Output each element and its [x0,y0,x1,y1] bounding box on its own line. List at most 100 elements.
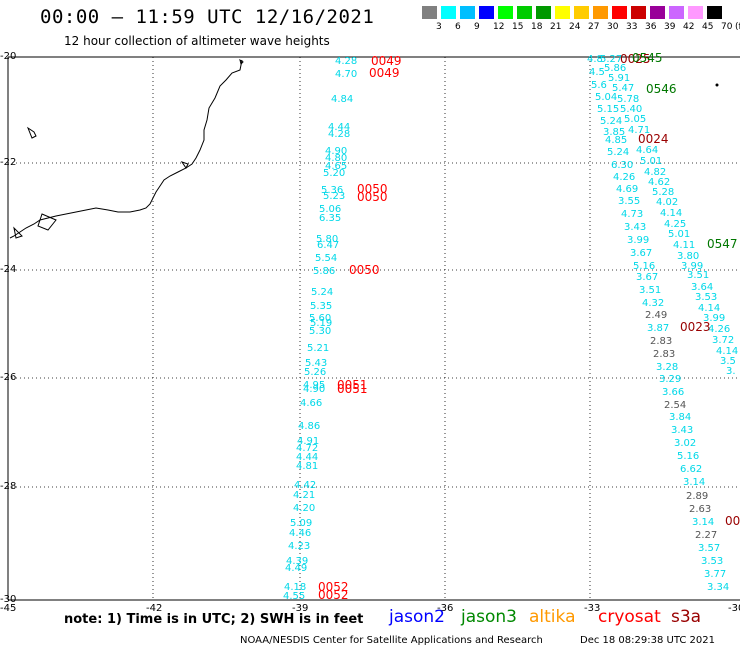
swh-value: 3.57 [698,543,720,554]
swh-value: 5.43 [305,358,327,369]
legend-label: 24 [569,22,581,32]
time-label: 0052 [318,588,349,602]
swh-value: 2.83 [653,349,675,360]
legend-swatch [669,6,684,19]
swh-value: 4.73 [621,209,643,220]
swh-value: 5.54 [315,253,337,264]
swh-value: 4.90 [303,384,325,395]
swh-value: 5.01 [640,156,662,167]
swh-value: 5.23 [323,191,345,202]
swh-value: 4.91 [297,436,319,447]
swh-value: 4.46 [289,528,311,539]
lat-label: -28 [0,481,17,492]
swh-value: 5.35 [310,301,332,312]
time-label: 0049 [369,66,400,80]
swh-value: 4.49 [285,563,307,574]
time-label: 0546 [646,82,677,96]
swh-value: 5.47 [612,83,634,94]
lon-label: -33 [584,603,601,614]
swh-value: 4.14 [716,346,738,357]
legend-label: (ft) [735,22,740,32]
mission-label: altika [529,607,576,627]
legend-label: 18 [531,22,543,32]
time-label: 0051 [337,378,368,392]
mission-label: jason2 [389,607,445,627]
swh-value: 5.24 [311,287,333,298]
swh-value: 3.77 [704,569,726,580]
swh-value: 5.27 [600,54,622,65]
swh-value: 5.28 [652,187,674,198]
swh-value: 4.39 [286,556,308,567]
time-label: 0050 [357,190,388,204]
swh-value: 5.04 [595,92,617,103]
swh-value: 4.90 [325,146,347,157]
time-label: 0025 [620,52,651,66]
swh-value: 5.24 [607,147,629,158]
legend-label: 70 [721,22,733,32]
page-title: 00:00 – 11:59 UTC 12/16/2021 [40,6,375,28]
swh-value: 3.53 [695,292,717,303]
swh-value: 5.01 [668,229,690,240]
swh-value: 5.06 [319,204,341,215]
swh-value: 4.55 [283,591,305,602]
swh-value: 4.72 [296,443,318,454]
swh-value: 4.23 [288,541,310,552]
swh-value: 3.67 [636,272,658,283]
swh-value: 4.11 [673,240,695,251]
swh-value: 4.81 [296,461,318,472]
swh-value: 4.86 [298,421,320,432]
island-dot [715,83,719,87]
swh-value: 3.02 [674,438,696,449]
swh-value: 4.21 [293,490,315,501]
swh-value: 3.43 [624,222,646,233]
time-label: 0051 [337,382,368,396]
legend-label: 9 [474,22,480,32]
lake [37,213,57,231]
mission-label: s3a [671,607,702,627]
swh-value: 4.28 [335,56,357,67]
swh-value: 5.20 [323,168,345,179]
swh-value: 4.32 [642,298,664,309]
legend-label: 45 [702,22,714,32]
swh-value: 5.80 [316,234,338,245]
swh-value: 3.64 [691,282,713,293]
swh-value: 3.87 [647,323,669,334]
lat-label: -30 [0,594,17,605]
swh-value: 4.14 [698,303,720,314]
swh-value: 4.66 [300,398,322,409]
swh-value: 4.8 [587,54,603,65]
swh-value: 4.5 [589,67,605,78]
lat-label: -22 [0,157,17,168]
legend-label: 15 [512,22,524,32]
mission-label: cryosat [598,607,661,627]
legend-label: 6 [455,22,461,32]
legend-label: 30 [607,22,619,32]
legend-swatch [574,6,589,19]
time-label: 00 [725,514,740,528]
swh-value: 3.28 [656,362,678,373]
credit-time: Dec 18 08:29:38 UTC 2021 [580,635,715,646]
swh-value: 3.67 [630,248,652,259]
swh-value: 5.24 [600,116,622,127]
swh-value: 5.26 [304,367,326,378]
swh-value: 2.27 [695,530,717,541]
lon-label: -42 [146,603,163,614]
legend-label: 33 [626,22,638,32]
swh-value: 4.62 [648,177,670,188]
island [180,161,189,169]
swh-value: 3.84 [669,412,691,423]
swh-value: 4.26 [613,172,635,183]
swh-value: 3.5 [720,356,736,367]
swh-value: 4.84 [331,94,353,105]
legend-swatch [536,6,551,19]
swh-value: 4.70 [335,69,357,80]
legend-swatch [441,6,456,19]
swh-value: 4.42 [294,480,316,491]
legend-label: 39 [664,22,676,32]
swh-value: 4.85 [605,135,627,146]
swh-value: 3.55 [618,196,640,207]
time-label: 0024 [638,132,669,146]
swh-value: 3.99 [627,235,649,246]
swh-value: 4.95 [303,380,325,391]
swh-value: 4.65 [325,161,347,172]
